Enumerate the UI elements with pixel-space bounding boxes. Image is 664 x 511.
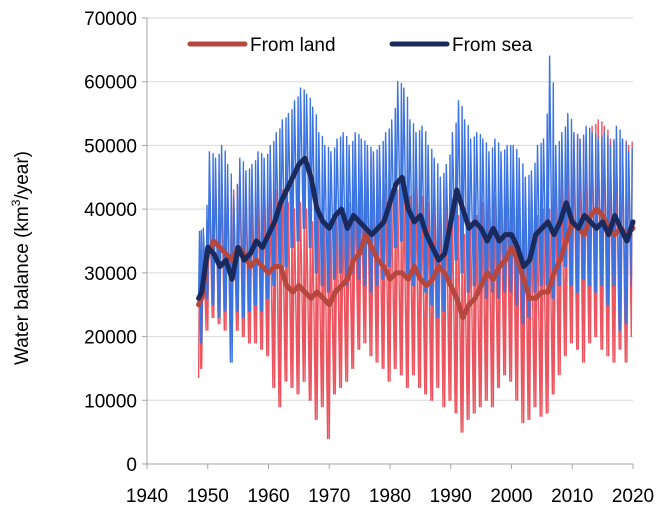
- x-tick-label: 2010: [551, 486, 593, 507]
- smooth-series: [196, 155, 636, 320]
- y-axis-label-main: Water balance (km: [12, 206, 33, 365]
- series-line-from-sea: [196, 155, 636, 301]
- x-tick-labels: 1940 1950 1960 1970 1980 1990 2000 2010 2020: [126, 486, 654, 507]
- y-tick-labels: 0 10000 20000 30000 40000 50000 60000 70000: [84, 9, 137, 476]
- series-line-from-land: [196, 206, 636, 320]
- y-tick-label: 10000: [84, 391, 137, 412]
- x-tick-label: 1940: [126, 486, 168, 507]
- x-tick-label: 1950: [187, 486, 229, 507]
- x-tick-label: 1970: [308, 486, 350, 507]
- x-tick-label: 1980: [369, 486, 411, 507]
- y-tick-label: 20000: [84, 328, 137, 349]
- y-tick-label: 40000: [84, 200, 137, 221]
- y-tick-label: 70000: [84, 9, 137, 30]
- y-axis-label-unit: /year): [12, 151, 33, 200]
- y-axis-label-superscript: 3: [9, 199, 23, 206]
- x-tick-label: 2000: [490, 486, 532, 507]
- legend-label-from-sea: From sea: [452, 35, 533, 56]
- legend: From land From sea: [187, 35, 533, 56]
- x-tick-label: 1990: [430, 486, 472, 507]
- y-axis-label: Water balance (km3/year): [9, 151, 33, 365]
- x-tick-label: 1960: [247, 486, 289, 507]
- axes: [142, 17, 634, 469]
- y-tick-label: 30000: [84, 264, 137, 285]
- x-tick-label: 2020: [612, 486, 654, 507]
- y-tick-label: 50000: [84, 136, 137, 157]
- y-tick-label: 60000: [84, 73, 137, 94]
- y-tick-label: 0: [126, 455, 137, 476]
- legend-label-from-land: From land: [250, 35, 336, 56]
